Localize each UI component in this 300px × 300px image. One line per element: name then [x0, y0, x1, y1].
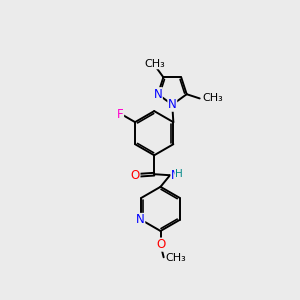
Text: CH₃: CH₃ [202, 93, 223, 103]
Text: CH₃: CH₃ [144, 59, 165, 69]
Text: H: H [175, 169, 183, 178]
Text: CH₃: CH₃ [166, 253, 187, 263]
Text: N: N [168, 98, 177, 111]
Text: F: F [117, 108, 124, 121]
Text: O: O [156, 238, 165, 251]
Text: O: O [131, 169, 140, 182]
Text: N: N [136, 213, 145, 226]
Text: N: N [171, 169, 180, 182]
Text: N: N [154, 88, 162, 101]
